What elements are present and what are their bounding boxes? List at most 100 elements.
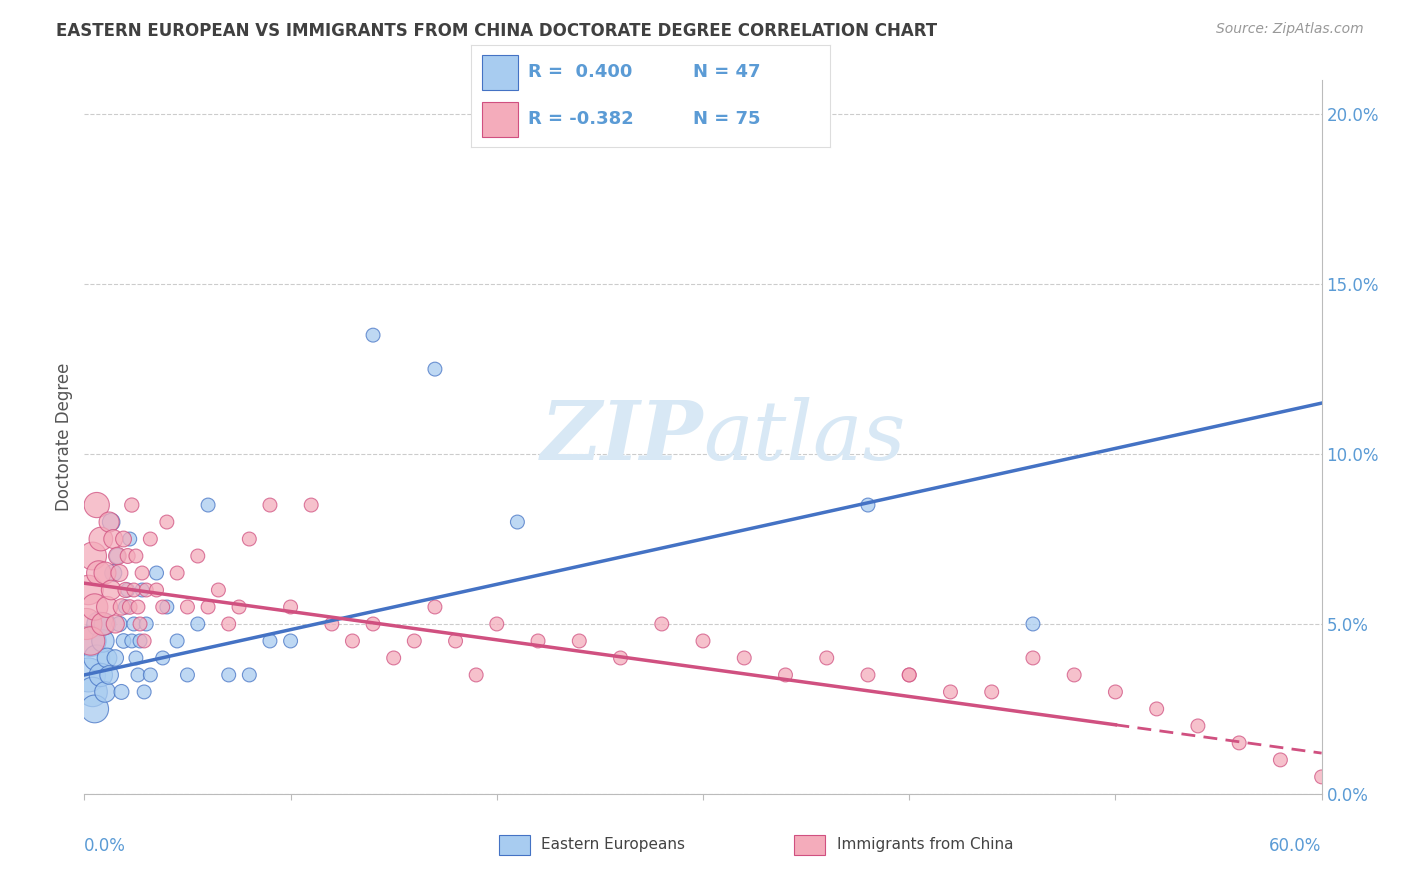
Text: R = -0.382: R = -0.382 — [529, 111, 634, 128]
Point — [506, 515, 529, 529]
Point — [112, 532, 135, 546]
Point — [423, 362, 446, 376]
Point — [100, 515, 122, 529]
Text: EASTERN EUROPEAN VS IMMIGRANTS FROM CHINA DOCTORATE DEGREE CORRELATION CHART: EASTERN EUROPEAN VS IMMIGRANTS FROM CHIN… — [56, 22, 938, 40]
Point — [651, 617, 673, 632]
Text: 0.0%: 0.0% — [84, 837, 127, 855]
Text: R =  0.400: R = 0.400 — [529, 63, 633, 81]
Point — [108, 617, 131, 632]
Text: Eastern Europeans: Eastern Europeans — [541, 838, 685, 852]
Point — [197, 498, 219, 512]
Point — [692, 634, 714, 648]
Point — [382, 651, 405, 665]
Point — [131, 582, 153, 597]
Point — [79, 634, 101, 648]
Point — [218, 668, 240, 682]
Point — [1104, 685, 1126, 699]
Point — [1063, 668, 1085, 682]
Point — [121, 634, 143, 648]
Point — [527, 634, 550, 648]
Point — [83, 702, 105, 716]
Point — [103, 532, 125, 546]
Point — [342, 634, 364, 648]
Point — [423, 599, 446, 614]
Point — [166, 634, 188, 648]
Point — [90, 668, 112, 682]
Point — [96, 599, 118, 614]
Point — [125, 549, 148, 563]
Point — [238, 668, 260, 682]
Point — [218, 617, 240, 632]
Point — [939, 685, 962, 699]
Text: N = 47: N = 47 — [693, 63, 761, 81]
Point — [77, 668, 100, 682]
Text: ZIP: ZIP — [540, 397, 703, 477]
Point — [117, 582, 139, 597]
Point — [100, 582, 122, 597]
Point — [94, 685, 117, 699]
Point — [87, 566, 110, 580]
Point — [125, 651, 148, 665]
Point — [139, 532, 162, 546]
Point — [104, 617, 127, 632]
Point — [114, 582, 136, 597]
Point — [176, 668, 198, 682]
Point — [114, 599, 136, 614]
Point — [485, 617, 508, 632]
Point — [83, 599, 105, 614]
FancyBboxPatch shape — [482, 55, 517, 90]
Point — [856, 668, 879, 682]
Point — [87, 617, 110, 632]
Point — [86, 498, 108, 512]
Point — [75, 617, 97, 632]
Point — [90, 532, 112, 546]
Point — [98, 515, 121, 529]
Point — [299, 498, 322, 512]
Point — [361, 617, 384, 632]
Point — [122, 617, 145, 632]
Point — [1187, 719, 1209, 733]
Point — [129, 634, 152, 648]
Point — [815, 651, 838, 665]
Point — [176, 599, 198, 614]
Point — [118, 532, 141, 546]
Point — [898, 668, 921, 682]
Point — [91, 634, 114, 648]
Point — [187, 617, 209, 632]
Point — [280, 599, 302, 614]
Point — [1022, 617, 1045, 632]
Point — [187, 549, 209, 563]
Point — [568, 634, 591, 648]
Point — [127, 599, 149, 614]
Point — [1227, 736, 1250, 750]
Point — [98, 668, 121, 682]
Point — [127, 668, 149, 682]
Text: Immigrants from China: Immigrants from China — [837, 838, 1014, 852]
Point — [361, 328, 384, 343]
Point — [134, 685, 156, 699]
Point — [86, 651, 108, 665]
Text: atlas: atlas — [703, 397, 905, 477]
Point — [733, 651, 755, 665]
Point — [118, 599, 141, 614]
Point — [82, 685, 104, 699]
Point — [465, 668, 488, 682]
Point — [94, 617, 117, 632]
Point — [135, 582, 157, 597]
Point — [980, 685, 1002, 699]
Point — [134, 634, 156, 648]
Point — [145, 566, 167, 580]
Point — [139, 668, 162, 682]
Point — [145, 582, 167, 597]
FancyBboxPatch shape — [482, 102, 517, 137]
Point — [110, 599, 132, 614]
Point — [280, 634, 302, 648]
Point — [79, 634, 101, 648]
Point — [152, 599, 174, 614]
Text: N = 75: N = 75 — [693, 111, 761, 128]
Point — [228, 599, 250, 614]
Point — [259, 498, 281, 512]
Point — [108, 566, 131, 580]
Point — [104, 651, 127, 665]
Point — [105, 549, 128, 563]
